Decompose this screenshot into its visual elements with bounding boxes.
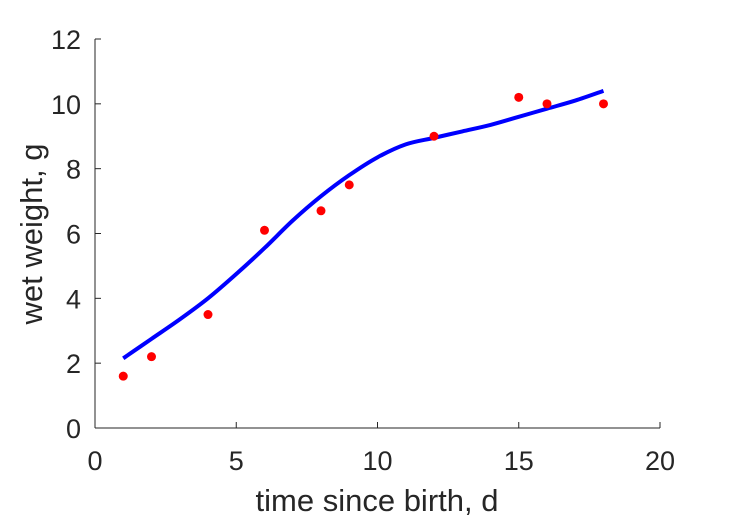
x-tick-label: 20 <box>645 446 675 476</box>
data-point <box>542 99 552 109</box>
data-point <box>118 371 128 381</box>
y-tick-label: 0 <box>66 414 81 444</box>
y-tick-label: 8 <box>66 155 81 185</box>
series-lines <box>122 88 605 360</box>
y-tick-label: 10 <box>51 90 81 120</box>
x-tick-label: 10 <box>362 446 392 476</box>
x-tick-label: 5 <box>229 446 244 476</box>
y-tick-label: 12 <box>51 25 81 55</box>
x-tick-label: 0 <box>87 446 102 476</box>
data-point <box>147 352 156 362</box>
y-tick-label: 6 <box>66 220 81 250</box>
data-point <box>599 99 608 109</box>
fit-curve-line <box>122 88 605 360</box>
x-axis-label: time since birth, d <box>256 483 499 518</box>
data-point <box>260 225 269 235</box>
data-point <box>344 180 354 190</box>
x-tick-label: 15 <box>504 446 534 476</box>
data-point <box>316 206 326 216</box>
axes: 0 5 10 15 20 0 2 4 6 8 10 12 <box>51 25 675 476</box>
y-tick-label: 2 <box>66 349 81 379</box>
data-point <box>203 310 213 320</box>
series-points <box>118 92 608 381</box>
y-axis-label: wet weight, g <box>14 144 49 326</box>
data-point <box>429 131 439 141</box>
data-point <box>514 92 524 102</box>
y-tick-label: 4 <box>66 284 81 314</box>
